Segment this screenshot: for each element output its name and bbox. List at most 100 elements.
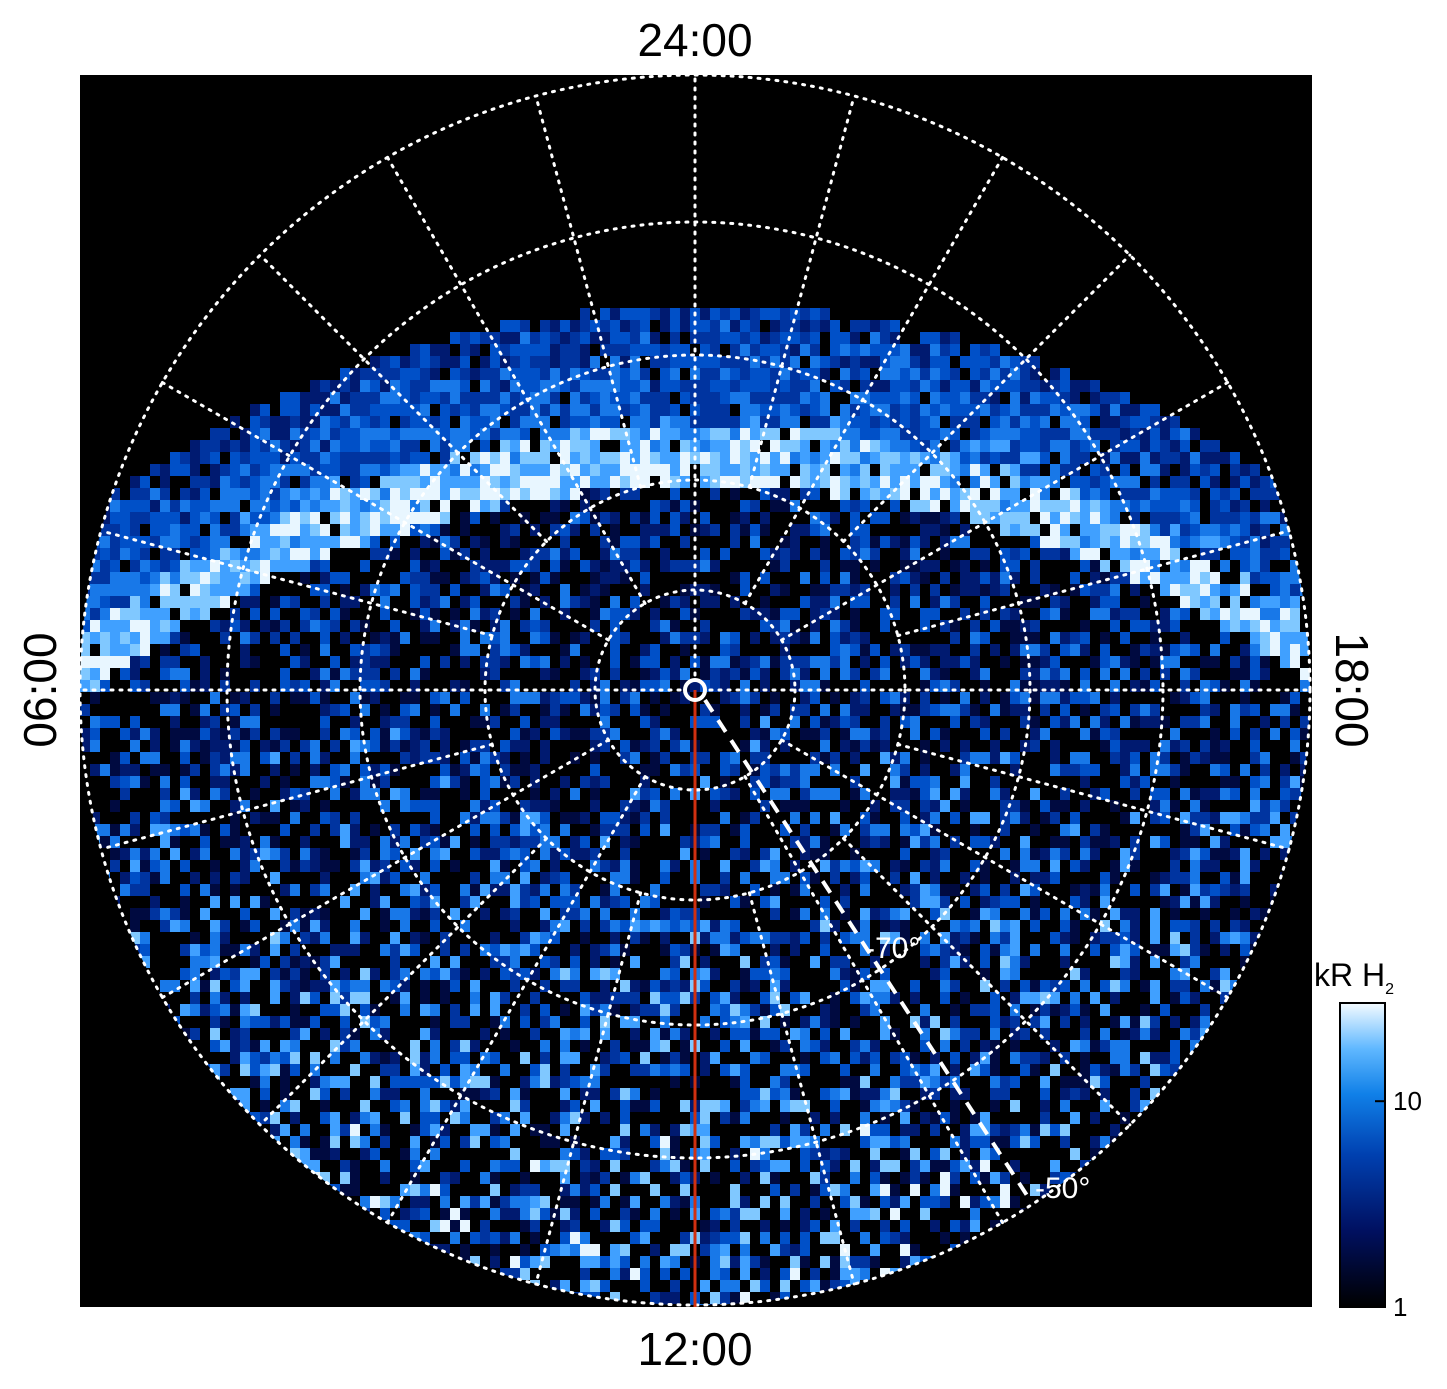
aurora-pixel bbox=[420, 416, 430, 428]
noise-pixel bbox=[780, 1004, 790, 1016]
noise-pixel bbox=[580, 692, 590, 704]
noise-pixel bbox=[840, 800, 850, 812]
noise-pixel bbox=[480, 1052, 490, 1064]
aurora-pixel bbox=[890, 488, 900, 500]
aurora-pixel bbox=[1020, 380, 1030, 392]
noise-pixel bbox=[1290, 704, 1300, 716]
noise-pixel bbox=[340, 704, 350, 716]
noise-pixel bbox=[400, 800, 410, 812]
aurora-pixel bbox=[390, 488, 400, 500]
noise-pixel bbox=[520, 968, 530, 980]
noise-pixel bbox=[470, 1076, 480, 1088]
noise-pixel bbox=[480, 812, 490, 824]
noise-pixel bbox=[790, 524, 800, 536]
aurora-pixel bbox=[270, 536, 280, 548]
noise-pixel bbox=[820, 704, 830, 716]
noise-pixel bbox=[980, 1112, 990, 1124]
noise-pixel bbox=[520, 800, 530, 812]
noise-pixel bbox=[290, 884, 300, 896]
noise-pixel bbox=[1210, 848, 1220, 860]
noise-pixel bbox=[560, 908, 570, 920]
aurora-pixel bbox=[580, 476, 590, 488]
noise-pixel bbox=[560, 1064, 570, 1076]
noise-pixel bbox=[710, 884, 720, 896]
noise-pixel bbox=[1010, 548, 1020, 560]
aurora-pixel bbox=[1250, 512, 1260, 524]
noise-pixel bbox=[950, 1016, 960, 1028]
aurora-pixel bbox=[1080, 500, 1090, 512]
noise-pixel bbox=[980, 728, 990, 740]
noise-pixel bbox=[410, 800, 420, 812]
noise-pixel bbox=[280, 776, 290, 788]
noise-pixel bbox=[1280, 716, 1290, 728]
aurora-pixel bbox=[740, 320, 750, 332]
noise-pixel bbox=[920, 740, 930, 752]
aurora-pixel bbox=[1010, 476, 1020, 488]
noise-pixel bbox=[750, 668, 760, 680]
aurora-pixel bbox=[690, 440, 700, 452]
noise-pixel bbox=[1040, 1076, 1050, 1088]
noise-pixel bbox=[540, 800, 550, 812]
aurora-pixel bbox=[500, 332, 510, 344]
noise-pixel bbox=[270, 1112, 280, 1124]
noise-pixel bbox=[240, 632, 250, 644]
aurora-pixel bbox=[510, 452, 520, 464]
aurora-pixel bbox=[250, 440, 260, 452]
aurora-pixel bbox=[160, 584, 170, 596]
noise-pixel bbox=[420, 1076, 430, 1088]
aurora-pixel bbox=[930, 464, 940, 476]
noise-pixel bbox=[390, 824, 400, 836]
noise-pixel bbox=[110, 800, 120, 812]
noise-pixel bbox=[290, 1064, 300, 1076]
noise-pixel bbox=[1050, 668, 1060, 680]
aurora-pixel bbox=[1230, 620, 1240, 632]
noise-pixel bbox=[510, 824, 520, 836]
noise-pixel bbox=[640, 1100, 650, 1112]
noise-pixel bbox=[940, 524, 950, 536]
noise-pixel bbox=[1120, 572, 1130, 584]
aurora-pixel bbox=[260, 488, 270, 500]
aurora-pixel bbox=[330, 464, 340, 476]
noise-pixel bbox=[790, 704, 800, 716]
noise-pixel bbox=[300, 968, 310, 980]
noise-pixel bbox=[1050, 692, 1060, 704]
aurora-pixel bbox=[190, 476, 200, 488]
noise-pixel bbox=[210, 1064, 220, 1076]
aurora-pixel bbox=[370, 404, 380, 416]
aurora-pixel bbox=[710, 344, 720, 356]
noise-pixel bbox=[570, 692, 580, 704]
noise-pixel bbox=[910, 656, 920, 668]
aurora-pixel bbox=[940, 332, 950, 344]
aurora-pixel bbox=[330, 452, 340, 464]
noise-pixel bbox=[1080, 836, 1090, 848]
noise-pixel bbox=[650, 668, 660, 680]
noise-pixel bbox=[630, 1028, 640, 1040]
noise-pixel bbox=[1250, 704, 1260, 716]
aurora-pixel bbox=[1110, 404, 1120, 416]
noise-pixel bbox=[720, 884, 730, 896]
noise-pixel bbox=[940, 860, 950, 872]
aurora-pixel bbox=[250, 404, 260, 416]
noise-pixel bbox=[960, 704, 970, 716]
noise-pixel bbox=[1080, 1088, 1090, 1100]
aurora-pixel bbox=[1160, 572, 1170, 584]
aurora-pixel bbox=[940, 404, 950, 416]
aurora-pixel bbox=[920, 476, 930, 488]
noise-pixel bbox=[970, 1112, 980, 1124]
noise-pixel bbox=[1060, 644, 1070, 656]
aurora-pixel bbox=[420, 356, 430, 368]
noise-pixel bbox=[900, 764, 910, 776]
aurora-pixel bbox=[170, 584, 180, 596]
noise-pixel bbox=[750, 776, 760, 788]
aurora-pixel bbox=[1080, 476, 1090, 488]
noise-pixel bbox=[300, 860, 310, 872]
noise-pixel bbox=[1020, 1064, 1030, 1076]
aurora-pixel bbox=[410, 356, 420, 368]
aurora-pixel bbox=[160, 500, 170, 512]
aurora-pixel bbox=[750, 308, 760, 320]
noise-pixel bbox=[290, 1100, 300, 1112]
noise-pixel bbox=[1010, 572, 1020, 584]
aurora-pixel bbox=[690, 332, 700, 344]
aurora-pixel bbox=[670, 428, 680, 440]
noise-pixel bbox=[960, 1124, 970, 1136]
